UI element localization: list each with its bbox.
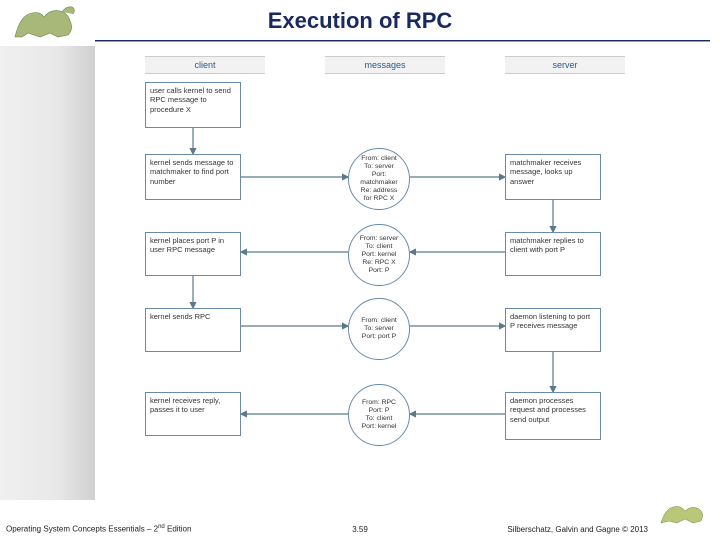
box-s3: daemon listening to port P receives mess… — [505, 308, 601, 352]
box-c2: kernel sends message to matchmaker to fi… — [145, 154, 241, 200]
footer-left-a: Operating System Concepts Essentials – 2 — [6, 525, 158, 534]
box-c3: kernel places port P in user RPC message — [145, 232, 241, 276]
circle-m2: From: serverTo: clientPort: kernelRe: RP… — [348, 224, 410, 286]
circle-m4: From: RPCPort: PTo: clientPort: kernel — [348, 384, 410, 446]
footer-page-number: 3.59 — [352, 525, 368, 534]
footer: Operating System Concepts Essentials – 2… — [0, 518, 720, 536]
box-c1: user calls kernel to send RPC message to… — [145, 82, 241, 128]
circle-m1: From: clientTo: serverPort: matchmakerRe… — [348, 148, 410, 210]
left-sidebar-decor — [0, 46, 95, 500]
box-c4: kernel sends RPC — [145, 308, 241, 352]
rpc-diagram: client messages server user calls kernel… — [135, 56, 635, 500]
footer-left: Operating System Concepts Essentials – 2… — [6, 524, 191, 534]
circle-m3: From: clientTo: serverPort: port P — [348, 298, 410, 360]
page-title: Execution of RPC — [0, 8, 720, 34]
title-bar: Execution of RPC — [0, 8, 720, 34]
box-c5: kernel receives reply, passes it to user — [145, 392, 241, 436]
footer-left-b: Edition — [165, 525, 192, 534]
box-s2: matchmaker replies to client with port P — [505, 232, 601, 276]
box-s1: matchmaker receives message, looks up an… — [505, 154, 601, 200]
footer-left-sup: nd — [158, 524, 165, 530]
title-underline — [95, 40, 710, 42]
footer-copyright: Silberschatz, Galvin and Gagne © 2013 — [507, 525, 648, 534]
box-s4: daemon processes request and processes s… — [505, 392, 601, 440]
